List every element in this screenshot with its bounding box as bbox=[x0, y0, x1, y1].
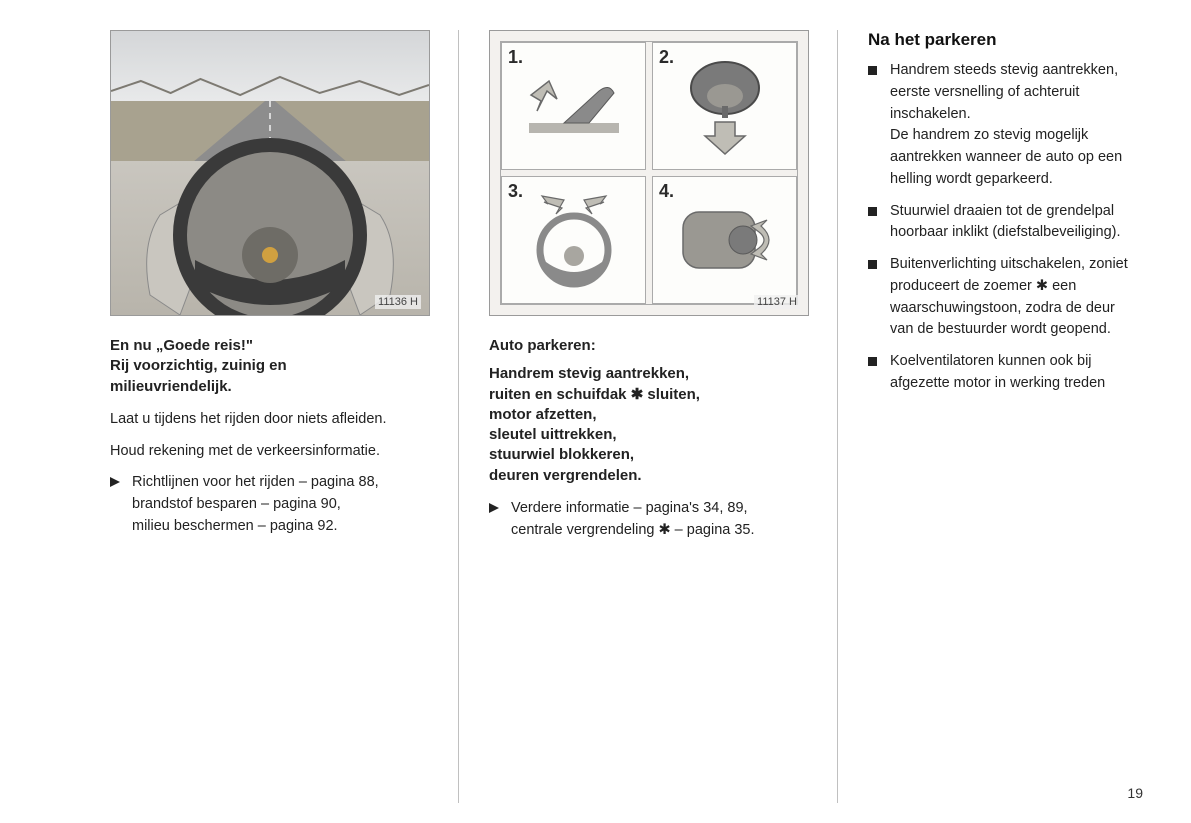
column-3: Na het parkeren Handrem steeds stevig aa… bbox=[868, 30, 1151, 803]
figure-parking-steps: 1. 2. bbox=[489, 30, 809, 316]
col1-bullets: Richtlijnen voor het rijden – pagina 88,… bbox=[110, 472, 430, 537]
figure-label: 11137 H bbox=[754, 295, 800, 309]
col3-item-1: Handrem steeds stevig aantrekken, eerste… bbox=[868, 60, 1131, 191]
page-number: 19 bbox=[1127, 785, 1143, 801]
column-1: 11136 H En nu „Goede reis!" Rij voorzich… bbox=[110, 30, 459, 803]
step-number: 4. bbox=[659, 181, 674, 202]
figure-label: 11136 H bbox=[375, 295, 421, 309]
col2-bullet-1: Verdere informatie – pagina's 34, 89, ce… bbox=[489, 498, 809, 542]
col3-item-4: Koelventilatoren kunnen ook bij afgezett… bbox=[868, 351, 1131, 395]
col1-p2: Houd rekening met de verkeersinformatie. bbox=[110, 441, 430, 463]
col2-title: Auto parkeren: bbox=[489, 336, 809, 356]
col2-body: Handrem stevig aantrekken, ruiten en sch… bbox=[489, 364, 809, 486]
figure-driving-view: 11136 H bbox=[110, 30, 430, 316]
manual-page: 11136 H En nu „Goede reis!" Rij voorzich… bbox=[110, 30, 1151, 803]
parking-step-3: 3. bbox=[501, 176, 646, 304]
col3-item-2: Stuurwiel draaien tot de grendelpal hoor… bbox=[868, 201, 1131, 245]
col1-p1: Laat u tijdens het rijden door niets afl… bbox=[110, 409, 430, 431]
parking-step-4: 4. bbox=[652, 176, 797, 304]
step-number: 1. bbox=[508, 47, 523, 68]
col1-bullet-1: Richtlijnen voor het rijden – pagina 88,… bbox=[110, 472, 430, 537]
col3-title: Na het parkeren bbox=[868, 30, 1131, 50]
step-number: 3. bbox=[508, 181, 523, 202]
step-number: 2. bbox=[659, 47, 674, 68]
col3-list: Handrem steeds stevig aantrekken, eerste… bbox=[868, 60, 1131, 405]
col1-heading: En nu „Goede reis!" Rij voorzichtig, zui… bbox=[110, 336, 430, 397]
parking-step-2: 2. bbox=[652, 42, 797, 170]
col3-item-3: Buitenverlichting uitschakelen, zoniet p… bbox=[868, 254, 1131, 341]
parking-step-1: 1. bbox=[501, 42, 646, 170]
column-2: 1. 2. bbox=[489, 30, 838, 803]
col2-bullets: Verdere informatie – pagina's 34, 89, ce… bbox=[489, 498, 809, 542]
